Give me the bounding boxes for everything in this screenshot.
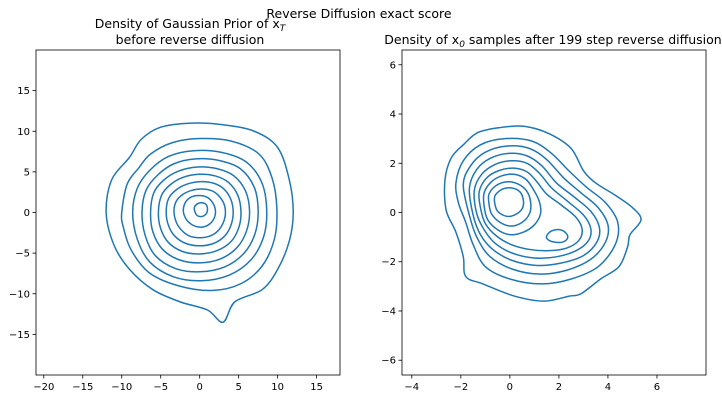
left-x-tick-label: −10 [111, 382, 132, 393]
left-contour-level-1 [105, 122, 294, 323]
left-x-tick-label: −15 [72, 382, 93, 393]
right-panel-title: Density of x0 samples after 199 step rev… [384, 32, 721, 50]
left-contour-level-10 [193, 202, 209, 218]
left-y-tick-label: 10 [17, 127, 30, 138]
left-panel: Density of Gaussian Prior of xT before r… [9, 16, 341, 393]
right-x-tick-label: 2 [556, 382, 562, 393]
left-y-tick-label: 15 [17, 86, 30, 97]
left-axes-frame [35, 49, 341, 376]
right-x-tick-label: 0 [507, 382, 513, 393]
right-panel: Density of x0 samples after 199 step rev… [381, 32, 721, 393]
left-title-main: Density of Gaussian Prior of x [95, 16, 280, 31]
left-y-tick-label: 5 [24, 167, 30, 178]
left-contour-level-4 [141, 157, 259, 273]
right-contour-level-3 [462, 145, 610, 275]
left-x-tick-label: −20 [33, 382, 54, 393]
left-contour-level-3 [131, 149, 268, 282]
right-y-ticks: −6 −4 −2 0 2 4 6 [381, 60, 402, 367]
left-contour-level-5 [149, 166, 251, 264]
right-x-tick-label: 4 [605, 382, 611, 393]
right-contour-level-1 [443, 125, 642, 302]
left-x-tick-label: 5 [235, 382, 241, 393]
left-contour-level-8 [173, 188, 227, 239]
left-contour-level-6 [157, 173, 242, 255]
right-y-tick-label: 6 [390, 60, 396, 71]
right-x-tick-label: 6 [654, 382, 660, 393]
left-contours [105, 122, 294, 323]
left-contour-level-7 [165, 180, 234, 247]
right-contour-level-10 [545, 228, 569, 244]
left-y-tick-label: 0 [24, 208, 30, 219]
left-panel-title: Density of Gaussian Prior of xT [95, 16, 287, 34]
left-panel-title-line2: before reverse diffusion [116, 32, 265, 47]
right-x-tick-label: −2 [453, 382, 468, 393]
right-contour-level-6 [478, 167, 584, 252]
left-contour-level-2 [120, 137, 278, 292]
left-x-tick-label: 0 [197, 382, 203, 393]
left-title-subscript: T [280, 24, 287, 34]
right-contour-level-4 [468, 152, 601, 267]
left-x-tick-label: −5 [153, 382, 168, 393]
right-y-tick-label: −4 [381, 306, 396, 317]
right-contour-level-5 [473, 160, 592, 260]
right-y-tick-label: −6 [381, 356, 396, 367]
left-y-tick-label: −15 [9, 330, 30, 341]
right-axes-frame [401, 49, 707, 376]
right-title-main: Density of x [384, 32, 459, 47]
right-contour-level-8 [487, 180, 532, 227]
right-x-ticks: −4 −2 0 2 4 6 [404, 375, 660, 393]
left-x-ticks: −20 −15 −10 −5 0 5 10 15 [33, 375, 323, 393]
left-x-tick-label: 15 [310, 382, 323, 393]
right-contour-level-7 [482, 173, 542, 236]
right-y-tick-label: 4 [390, 110, 396, 121]
left-x-tick-label: 10 [271, 382, 284, 393]
right-title-subscript: 0 [459, 40, 465, 50]
right-y-tick-label: 2 [390, 159, 396, 170]
left-y-tick-label: −5 [15, 249, 30, 260]
right-contours [443, 125, 642, 302]
right-contour-level-2 [454, 137, 620, 285]
right-title-rest: samples after 199 step reverse diffusion [465, 32, 722, 47]
left-y-tick-label: −10 [9, 289, 30, 300]
right-contour-level-9 [493, 186, 525, 218]
right-x-tick-label: −4 [404, 382, 419, 393]
right-y-tick-label: 0 [390, 208, 396, 219]
left-contour-level-9 [182, 194, 217, 228]
figure-suptitle: Reverse Diffusion exact score [266, 6, 452, 21]
left-y-ticks: −15 −10 −5 0 5 10 15 [9, 86, 36, 341]
right-y-tick-label: −2 [381, 257, 396, 268]
